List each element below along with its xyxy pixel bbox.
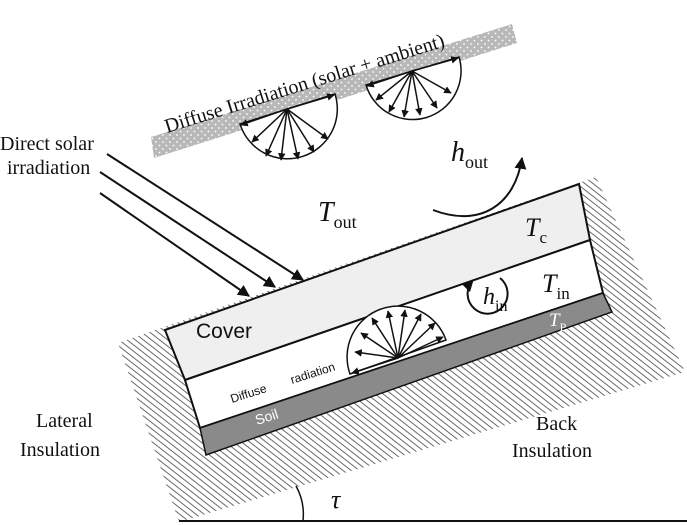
h-in-circular-arrow bbox=[461, 277, 509, 315]
t-c-label: Tc bbox=[525, 213, 547, 247]
tilt-angle-arc bbox=[295, 485, 305, 522]
diffuse-radiation-hemisphere bbox=[346, 305, 447, 375]
soil-label: Soil bbox=[253, 406, 280, 428]
direct-solar-label-line1: Direct solar bbox=[0, 133, 94, 155]
h-out-label: hout bbox=[451, 137, 488, 172]
direct-solar-label-line2: irradiation bbox=[7, 157, 90, 179]
h-out-curved-arrow bbox=[432, 156, 527, 218]
diffuse-hemisphere-1 bbox=[239, 93, 339, 161]
cover-label: Cover bbox=[196, 320, 252, 343]
t-out-label: Tout bbox=[318, 197, 357, 232]
absorber-plate bbox=[199, 292, 614, 456]
back-insulation-label-line2: Insulation bbox=[512, 440, 592, 462]
h-in-label: hin bbox=[483, 284, 507, 315]
lateral-insulation-label-line1: Lateral bbox=[36, 410, 93, 432]
diffuse-hemisphere-2 bbox=[365, 56, 462, 121]
back-insulation-label-line1: Back bbox=[536, 413, 577, 435]
tilt-angle-label: τ bbox=[331, 485, 342, 514]
direct-solar-arrows bbox=[99, 153, 305, 297]
lateral-insulation-label-line2: Insulation bbox=[20, 439, 100, 461]
t-p-label: TP bbox=[549, 310, 567, 334]
t-in-label: Tin bbox=[542, 269, 570, 303]
